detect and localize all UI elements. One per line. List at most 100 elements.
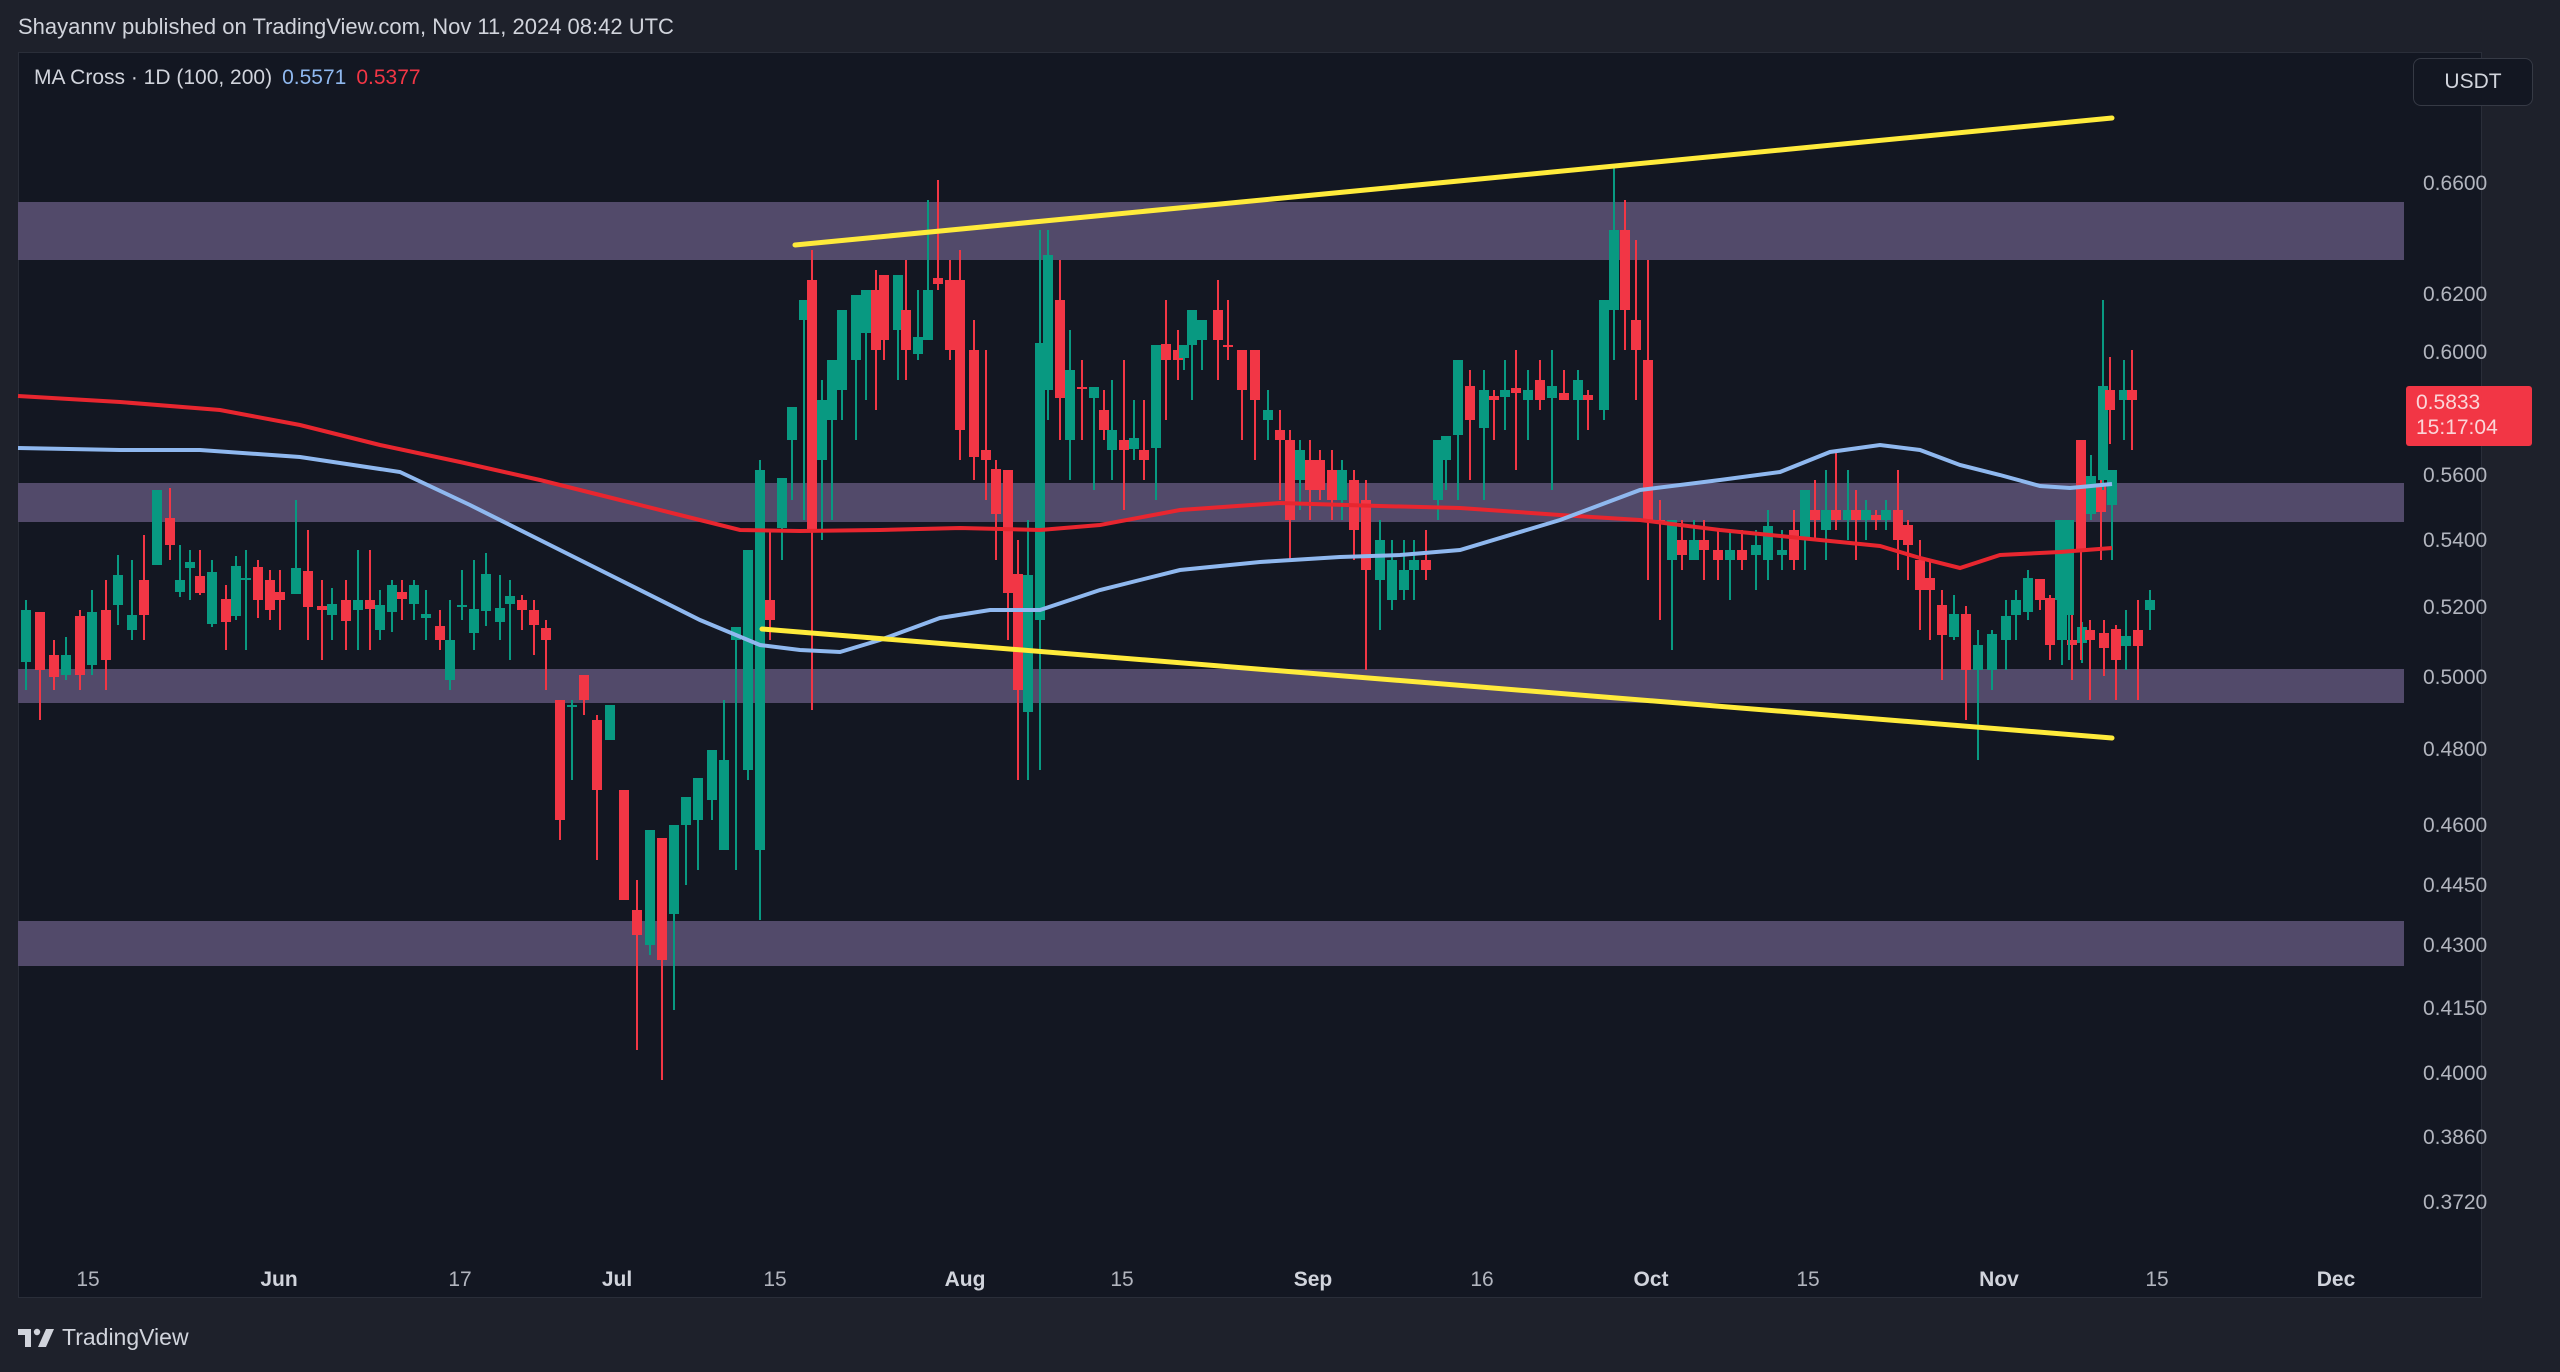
trendline-upper-channel[interactable] xyxy=(792,115,2115,248)
candle-body xyxy=(1441,436,1451,460)
candle-body xyxy=(1987,634,1997,670)
candle-body xyxy=(1337,470,1347,500)
zone-support-0.50 xyxy=(18,669,2404,703)
candle-body xyxy=(632,910,642,935)
candle-body xyxy=(1295,450,1305,480)
price-tick: 0.4800 xyxy=(2423,738,2488,761)
bar-countdown: 15:17:04 xyxy=(2416,416,2498,439)
candle-body xyxy=(1535,380,1545,400)
candle-body xyxy=(861,290,871,333)
candle-body xyxy=(2057,595,2067,640)
candle-body xyxy=(435,626,445,640)
candle-body xyxy=(743,550,753,770)
time-tick: 17 xyxy=(448,1268,472,1291)
candle-body xyxy=(1375,540,1385,580)
candle-body xyxy=(1925,578,1935,590)
candle-body xyxy=(555,700,565,820)
candle-body xyxy=(241,578,251,580)
candle-body xyxy=(1903,525,1913,545)
candle-body xyxy=(2001,616,2011,640)
candle-body xyxy=(1099,410,1109,430)
candle-body xyxy=(2111,629,2121,660)
candle-body xyxy=(1915,560,1925,590)
candle-body xyxy=(1961,614,1971,670)
time-tick: Oct xyxy=(1633,1268,1669,1291)
time-tick: 15 xyxy=(76,1268,100,1291)
candle-body xyxy=(2121,636,2131,646)
candle-body xyxy=(2055,520,2065,600)
candle-body xyxy=(265,580,275,610)
candle-body xyxy=(101,610,111,660)
candle-body xyxy=(421,614,431,618)
candle-body xyxy=(1843,510,1853,520)
tradingview-brand[interactable]: TradingView xyxy=(18,1324,189,1351)
time-tick: Dec xyxy=(2316,1268,2356,1291)
candle-body xyxy=(2105,390,2115,410)
candle-body xyxy=(457,605,467,607)
candle-body xyxy=(851,295,861,360)
candle-body xyxy=(303,571,313,607)
candle-body xyxy=(495,608,505,622)
candle-body xyxy=(2145,600,2155,610)
candle-body xyxy=(481,574,491,611)
currency-button[interactable]: USDT xyxy=(2413,58,2533,106)
price-tick: 0.6000 xyxy=(2423,341,2488,364)
candle-body xyxy=(1599,300,1609,410)
candle-body xyxy=(1609,230,1619,310)
candle-body xyxy=(1387,560,1397,600)
candle-body xyxy=(127,615,137,630)
candle-body xyxy=(291,568,301,594)
candle-body xyxy=(1949,614,1959,637)
candle-body xyxy=(469,609,479,633)
candle-body xyxy=(1399,570,1409,590)
candle-body xyxy=(1631,320,1641,350)
time-tick: 16 xyxy=(1470,1268,1494,1291)
candle-body xyxy=(375,605,385,630)
candle-body xyxy=(1263,410,1273,420)
time-tick: Nov xyxy=(1979,1268,2019,1291)
candle-body xyxy=(529,610,539,625)
candle-body xyxy=(1023,575,1033,712)
candle-body xyxy=(837,310,847,390)
candle-body xyxy=(657,838,667,960)
candle-body xyxy=(341,600,351,621)
candle-body xyxy=(1643,360,1653,520)
candle-body xyxy=(2127,390,2137,400)
candle-body xyxy=(1725,550,1735,560)
candle-body xyxy=(2045,598,2055,645)
candle-body xyxy=(1689,540,1699,560)
tradingview-logo-icon xyxy=(18,1328,54,1347)
candle-body xyxy=(2011,600,2021,615)
price-tick: 0.4600 xyxy=(2423,814,2488,837)
candle-body xyxy=(1523,390,1533,400)
trendline-lower-channel[interactable] xyxy=(759,626,2115,741)
candle-body xyxy=(1699,540,1709,550)
candle-body xyxy=(1465,386,1475,420)
candle-body xyxy=(1409,560,1419,570)
price-tick: 0.5600 xyxy=(2423,464,2488,487)
candle-body xyxy=(1881,510,1891,520)
price-tick: 0.6200 xyxy=(2423,283,2488,306)
candle-body xyxy=(1285,440,1295,520)
candle-body xyxy=(231,566,241,616)
candle-body xyxy=(913,337,923,354)
candle-body xyxy=(567,705,577,707)
candle-body xyxy=(365,600,375,609)
candle-body xyxy=(579,675,589,700)
candle-body xyxy=(1139,450,1149,460)
candle-body xyxy=(1223,345,1233,347)
zone-support-0.55-0.56 xyxy=(18,483,2404,522)
candle-body xyxy=(152,490,162,565)
candle-body xyxy=(1035,343,1045,620)
candle-body xyxy=(901,310,911,350)
candle-body xyxy=(2096,486,2106,512)
candle-body xyxy=(49,655,59,677)
candle-body xyxy=(807,280,817,530)
candle-body xyxy=(991,469,1001,514)
candle-body xyxy=(605,705,615,740)
candle-body xyxy=(185,562,195,568)
candle-body xyxy=(387,585,397,612)
indicator-legend[interactable]: MA Cross · 1D (100, 200) 0.5571 0.5377 xyxy=(34,66,421,90)
candle-body xyxy=(1179,345,1189,358)
